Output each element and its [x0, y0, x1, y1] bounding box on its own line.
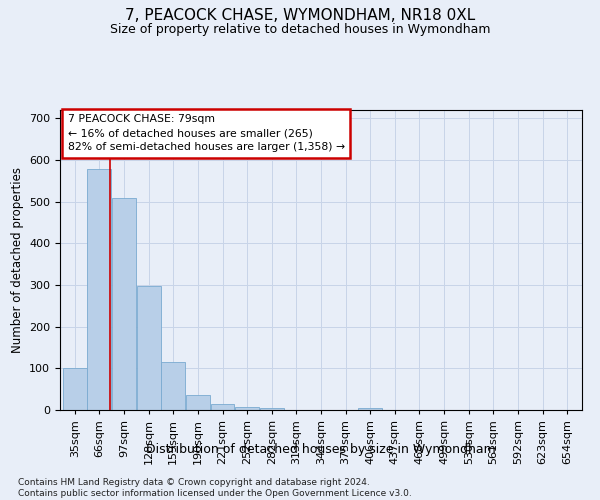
- Bar: [112, 198, 136, 410]
- Text: Size of property relative to detached houses in Wymondham: Size of property relative to detached ho…: [110, 22, 490, 36]
- Bar: [161, 362, 185, 410]
- Text: Distribution of detached houses by size in Wymondham: Distribution of detached houses by size …: [146, 442, 496, 456]
- Text: 7, PEACOCK CHASE, WYMONDHAM, NR18 0XL: 7, PEACOCK CHASE, WYMONDHAM, NR18 0XL: [125, 8, 475, 22]
- Bar: [63, 368, 87, 410]
- Bar: [211, 404, 235, 410]
- Text: 7 PEACOCK CHASE: 79sqm
← 16% of detached houses are smaller (265)
82% of semi-de: 7 PEACOCK CHASE: 79sqm ← 16% of detached…: [68, 114, 345, 152]
- Bar: [137, 286, 161, 410]
- Text: Contains HM Land Registry data © Crown copyright and database right 2024.
Contai: Contains HM Land Registry data © Crown c…: [18, 478, 412, 498]
- Y-axis label: Number of detached properties: Number of detached properties: [11, 167, 23, 353]
- Bar: [88, 169, 112, 410]
- Bar: [358, 408, 382, 410]
- Bar: [260, 408, 284, 410]
- Bar: [186, 396, 210, 410]
- Bar: [235, 406, 259, 410]
